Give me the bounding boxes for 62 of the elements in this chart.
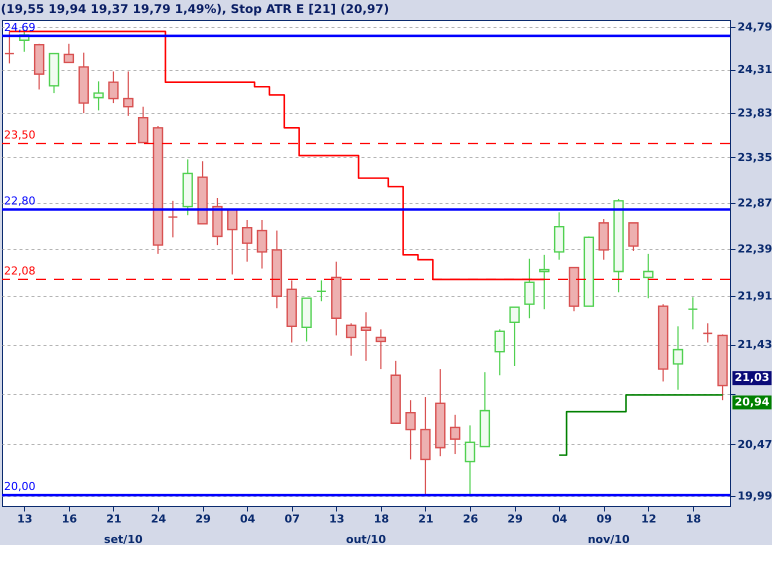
y-tick-label: 24,79: [738, 20, 772, 34]
x-tick-label: 21: [418, 512, 434, 526]
x-tick-label: 29: [195, 512, 211, 526]
candlestick: [64, 43, 74, 64]
x-tick-label: 07: [284, 512, 300, 526]
y-tick-label: 19,99: [738, 490, 772, 503]
candlestick: [242, 219, 252, 262]
candlestick: [450, 414, 460, 455]
y-tick-label: 22,87: [738, 196, 772, 210]
x-tick-label: 26: [462, 512, 478, 526]
y-tick-label: 23,35: [738, 150, 772, 164]
candlestick: [4, 30, 15, 64]
x-tick-label: 04: [240, 512, 256, 526]
candlestick: [346, 322, 356, 356]
x-tick-label: 21: [106, 512, 122, 526]
x-tick-label: 18: [374, 512, 390, 526]
candlestick: [316, 280, 327, 302]
candlestick: [93, 80, 104, 111]
candlestick: [123, 70, 134, 116]
x-tick-label: 13: [329, 512, 344, 526]
candlestick: [702, 322, 713, 344]
ref-line-label: 22,08: [4, 264, 36, 278]
y-tick-label: 24,31: [738, 63, 772, 76]
candlestick: [688, 296, 698, 330]
candlestick: [509, 306, 520, 367]
ref-line-label: 23,50: [4, 128, 36, 142]
x-tick-label: 16: [62, 512, 78, 526]
text: 20,94: [734, 395, 770, 408]
x-tick-label: 13: [17, 512, 32, 526]
candlestick: [628, 222, 639, 252]
text: 21,03: [734, 371, 770, 384]
chart-title: (19,55 19,94 19,37 19,79 1,49%), Stop ATR E [21] (20,97): [0, 2, 390, 16]
text: out/10: [346, 533, 386, 546]
candlestick: [405, 400, 416, 460]
x-tick-label: 18: [686, 512, 702, 526]
x-tick-label: 04: [552, 512, 568, 526]
candlestick: [464, 424, 476, 496]
candlestick: [376, 328, 386, 370]
candlestick: [643, 253, 654, 299]
ref-line-label: 22,80: [4, 194, 36, 208]
candlestick: [227, 208, 238, 276]
y-tick-label: 21,43: [738, 338, 772, 352]
candlestick: [539, 254, 550, 310]
x-tick-label: 29: [507, 512, 523, 526]
x-tick-label: 09: [596, 512, 612, 526]
text: set/10: [104, 533, 143, 546]
x-tick-label: 24: [150, 512, 166, 526]
candlestick: [256, 219, 268, 270]
ref-line-label: 24,69: [4, 20, 36, 34]
candlestick: [494, 328, 505, 376]
text: nov/10: [588, 533, 630, 546]
candlestick: [524, 258, 535, 319]
ref-line-label: 20,00: [4, 480, 36, 494]
y-tick-label: 20,47: [738, 438, 772, 451]
candlestick: [672, 326, 684, 390]
candlestick: [360, 312, 372, 362]
y-tick-label: 22,39: [738, 242, 772, 256]
candlestick: [168, 200, 178, 238]
y-tick-label: 23,83: [738, 106, 772, 120]
candlestick: [108, 70, 119, 104]
x-tick-label: 12: [641, 512, 656, 526]
y-tick-label: 21,91: [738, 290, 772, 303]
